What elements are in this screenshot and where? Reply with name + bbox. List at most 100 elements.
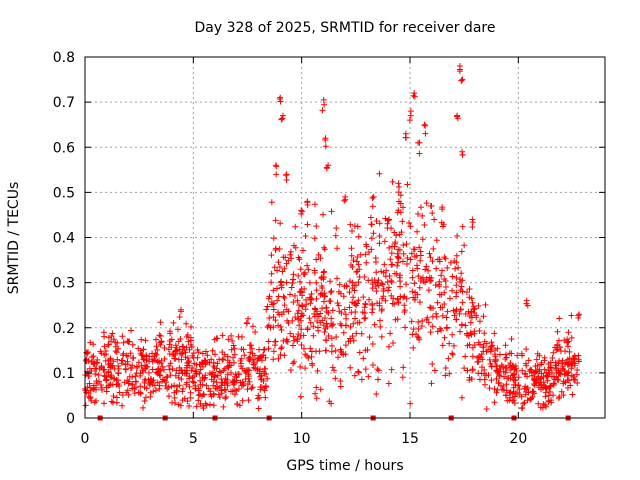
data-point: [92, 370, 99, 377]
data-point: [480, 313, 487, 320]
data-point: [458, 283, 465, 290]
data-point: [230, 359, 237, 366]
data-point: [280, 309, 287, 316]
data-point: [439, 304, 446, 311]
data-point: [363, 259, 370, 266]
data-point: [310, 323, 317, 330]
data-point: [321, 328, 328, 335]
data-point: [384, 220, 391, 227]
data-point: [125, 380, 132, 387]
data-point: [317, 310, 324, 317]
y-tick-label: 0.2: [53, 321, 75, 337]
data-point: [372, 259, 379, 266]
data-point: [549, 354, 556, 361]
data-point: [183, 379, 190, 386]
data-point: [278, 284, 285, 291]
data-point: [225, 336, 232, 343]
data-point: [256, 370, 263, 377]
data-point: [353, 258, 360, 265]
data-point: [459, 288, 466, 295]
data-point: [276, 245, 283, 252]
data-point: [423, 263, 430, 270]
data-point: [481, 370, 488, 377]
data-point: [388, 277, 395, 284]
data-point: [290, 242, 297, 249]
data-point: [310, 332, 317, 339]
data-point: [314, 318, 321, 325]
data-point: [299, 303, 306, 310]
data-point: [347, 323, 354, 330]
data-point: [510, 397, 517, 404]
data-point: [423, 276, 430, 283]
data-point: [283, 260, 290, 267]
data-point: [277, 351, 284, 358]
data-point: [317, 255, 324, 262]
data-point: [294, 310, 301, 317]
data-point: [564, 336, 571, 343]
data-point: [531, 382, 538, 389]
data-point: [157, 332, 164, 339]
data-point: [109, 381, 116, 388]
data-point: [506, 389, 513, 396]
data-point: [342, 342, 349, 349]
data-point: [370, 193, 377, 200]
data-point: [469, 224, 476, 231]
data-point: [343, 322, 350, 329]
data-point: [343, 283, 350, 290]
data-point: [237, 363, 244, 370]
data-point: [496, 366, 503, 373]
data-point: [422, 122, 429, 129]
data-point: [102, 351, 109, 358]
data-point: [422, 130, 429, 137]
data-point: [317, 386, 324, 393]
data-point: [400, 250, 407, 257]
data-point: [547, 388, 554, 395]
data-point: [177, 402, 184, 409]
data-point: [277, 279, 284, 286]
data-point: [461, 242, 468, 249]
data-point: [568, 312, 575, 319]
data-point: [562, 348, 569, 355]
data-point: [341, 306, 348, 313]
data-point: [328, 342, 335, 349]
data-point: [137, 350, 144, 357]
data-point: [469, 299, 476, 306]
data-point: [223, 379, 230, 386]
data-point: [313, 256, 320, 263]
data-point: [265, 322, 272, 329]
data-point: [170, 319, 177, 326]
data-point: [268, 270, 275, 277]
data-point: [355, 233, 362, 240]
data-point: [348, 228, 355, 235]
data-point: [482, 301, 489, 308]
data-point: [210, 402, 217, 409]
data-point: [453, 316, 460, 323]
data-point: [296, 278, 303, 285]
data-point: [527, 396, 534, 403]
data-point: [459, 299, 466, 306]
data-point: [399, 258, 406, 265]
data-point: [304, 262, 311, 269]
data-point: [381, 238, 388, 245]
data-point: [325, 332, 332, 339]
data-point: [319, 107, 326, 114]
data-point: [427, 277, 434, 284]
data-point: [410, 294, 417, 301]
data-point: [349, 299, 356, 306]
data-point: [320, 269, 327, 276]
data-point: [328, 288, 335, 295]
data-point: [114, 339, 121, 346]
data-point: [458, 77, 465, 84]
data-point: [571, 362, 578, 369]
data-point: [115, 345, 122, 352]
data-point: [568, 358, 575, 365]
data-point: [416, 244, 423, 251]
data-point: [337, 290, 344, 297]
data-point: [187, 389, 194, 396]
data-point: [519, 367, 526, 374]
data-point: [379, 295, 386, 302]
data-point: [518, 350, 525, 357]
y-tick-label: 0.3: [53, 276, 75, 292]
data-point: [421, 121, 428, 128]
data-point: [321, 101, 328, 108]
